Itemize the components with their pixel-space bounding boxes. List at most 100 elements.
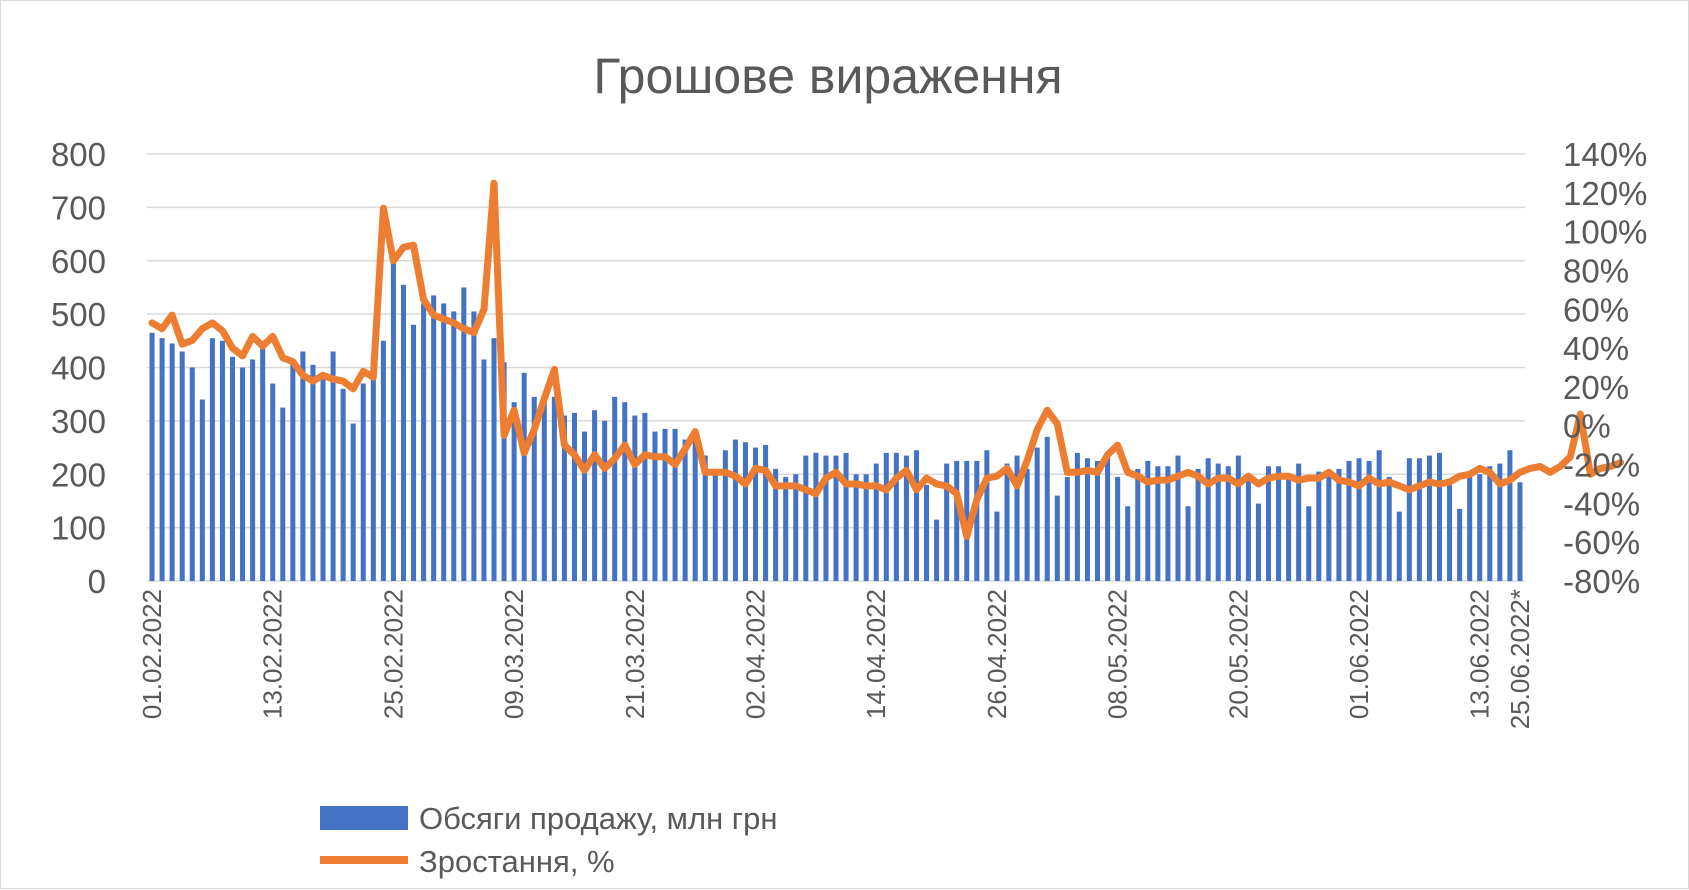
- bar: [219, 340, 225, 581]
- y-left-tick-label: 100: [51, 510, 106, 547]
- bar: [1074, 452, 1080, 581]
- y-left-tick-label: 400: [51, 350, 106, 387]
- bar: [290, 362, 296, 581]
- bar: [481, 359, 487, 581]
- bar: [722, 450, 728, 581]
- bar: [1014, 455, 1020, 581]
- y-right-tick-label: 40%: [1563, 330, 1629, 367]
- bar: [199, 399, 205, 581]
- line-series: [148, 179, 1625, 540]
- bar: [451, 311, 457, 581]
- bar: [652, 431, 658, 581]
- bar: [1356, 458, 1362, 581]
- chart-title: Грошове вираження: [593, 48, 1062, 104]
- bar: [1447, 484, 1453, 581]
- bar: [541, 399, 547, 581]
- bar: [863, 474, 869, 581]
- x-tick-label: 25.02.2022: [378, 589, 408, 719]
- bar: [1416, 458, 1422, 581]
- bar: [823, 455, 829, 581]
- bar: [1477, 474, 1483, 581]
- bar: [360, 383, 366, 581]
- bar: [551, 396, 557, 581]
- legend: Обсяги продажу, млн грн Зростання, %: [320, 801, 777, 879]
- bar: [260, 340, 266, 581]
- bar: [149, 332, 155, 581]
- bar: [461, 287, 467, 581]
- bar: [702, 455, 708, 581]
- x-tick-label: 26.04.2022: [982, 589, 1012, 719]
- bar: [209, 338, 215, 581]
- bar: [471, 311, 477, 581]
- bar: [1195, 468, 1201, 581]
- bar: [1185, 506, 1191, 581]
- bar: [370, 356, 376, 581]
- bar: [662, 428, 668, 581]
- bar: [240, 367, 246, 581]
- bar: [531, 396, 537, 581]
- bar: [1467, 471, 1473, 581]
- bar: [250, 359, 256, 581]
- legend-label-line: Зростання, %: [419, 844, 615, 879]
- bar: [1245, 476, 1251, 581]
- bar: [954, 460, 960, 581]
- bar: [1225, 466, 1231, 581]
- bar: [813, 452, 819, 581]
- bar: [1366, 460, 1372, 581]
- x-tick-label: 14.04.2022: [861, 589, 891, 719]
- bar: [632, 415, 638, 581]
- x-tick-label: 08.05.2022: [1103, 589, 1133, 719]
- bar: [843, 452, 849, 581]
- bar: [1175, 455, 1181, 581]
- bar: [1396, 511, 1402, 581]
- bar: [1054, 495, 1060, 581]
- bar: [994, 511, 1000, 581]
- x-tick-label: 02.04.2022: [741, 589, 771, 719]
- bar: [612, 396, 618, 581]
- bar: [511, 402, 517, 581]
- bar: [1286, 474, 1292, 581]
- bar: [1276, 466, 1282, 581]
- bar: [441, 303, 447, 581]
- bar: [1105, 452, 1111, 581]
- bar: [431, 295, 437, 581]
- bar: [179, 351, 185, 581]
- y-axis-left: 0 100 200 300 400 500 600 700 800: [51, 136, 106, 600]
- bar: [1265, 466, 1272, 581]
- y-left-tick-label: 300: [51, 403, 106, 440]
- bar: [1235, 455, 1241, 581]
- bar: [1024, 468, 1030, 581]
- bar: [1044, 436, 1050, 581]
- x-tick-label: 25.06.2022*: [1505, 589, 1535, 729]
- x-tick-label: 01.02.2022: [137, 589, 167, 719]
- bar: [903, 455, 909, 581]
- x-tick-label: 20.05.2022: [1223, 589, 1253, 719]
- bar: [712, 471, 718, 581]
- x-tick-label: 09.03.2022: [499, 589, 529, 719]
- bar: [390, 255, 396, 581]
- bar: [400, 284, 407, 581]
- bar: [642, 412, 648, 581]
- bar: [1326, 474, 1332, 581]
- bar: [582, 431, 588, 581]
- bar: [501, 362, 507, 581]
- bar: [773, 468, 779, 581]
- y-right-tick-label: 60%: [1563, 291, 1629, 328]
- bar: [561, 415, 567, 581]
- bar: [1215, 463, 1221, 581]
- bar: [1255, 503, 1261, 581]
- bar: [1487, 466, 1493, 581]
- bar: [692, 434, 698, 581]
- bar: [1306, 506, 1312, 581]
- y-right-tick-label: 120%: [1563, 175, 1647, 212]
- bar: [924, 484, 930, 581]
- bar: [1517, 482, 1523, 581]
- y-left-tick-label: 500: [51, 296, 106, 333]
- bar: [1346, 460, 1352, 581]
- bar: [913, 450, 919, 581]
- bar: [833, 455, 839, 581]
- bar: [320, 375, 326, 581]
- bar: [883, 452, 889, 581]
- x-tick-label: 01.06.2022: [1344, 589, 1374, 719]
